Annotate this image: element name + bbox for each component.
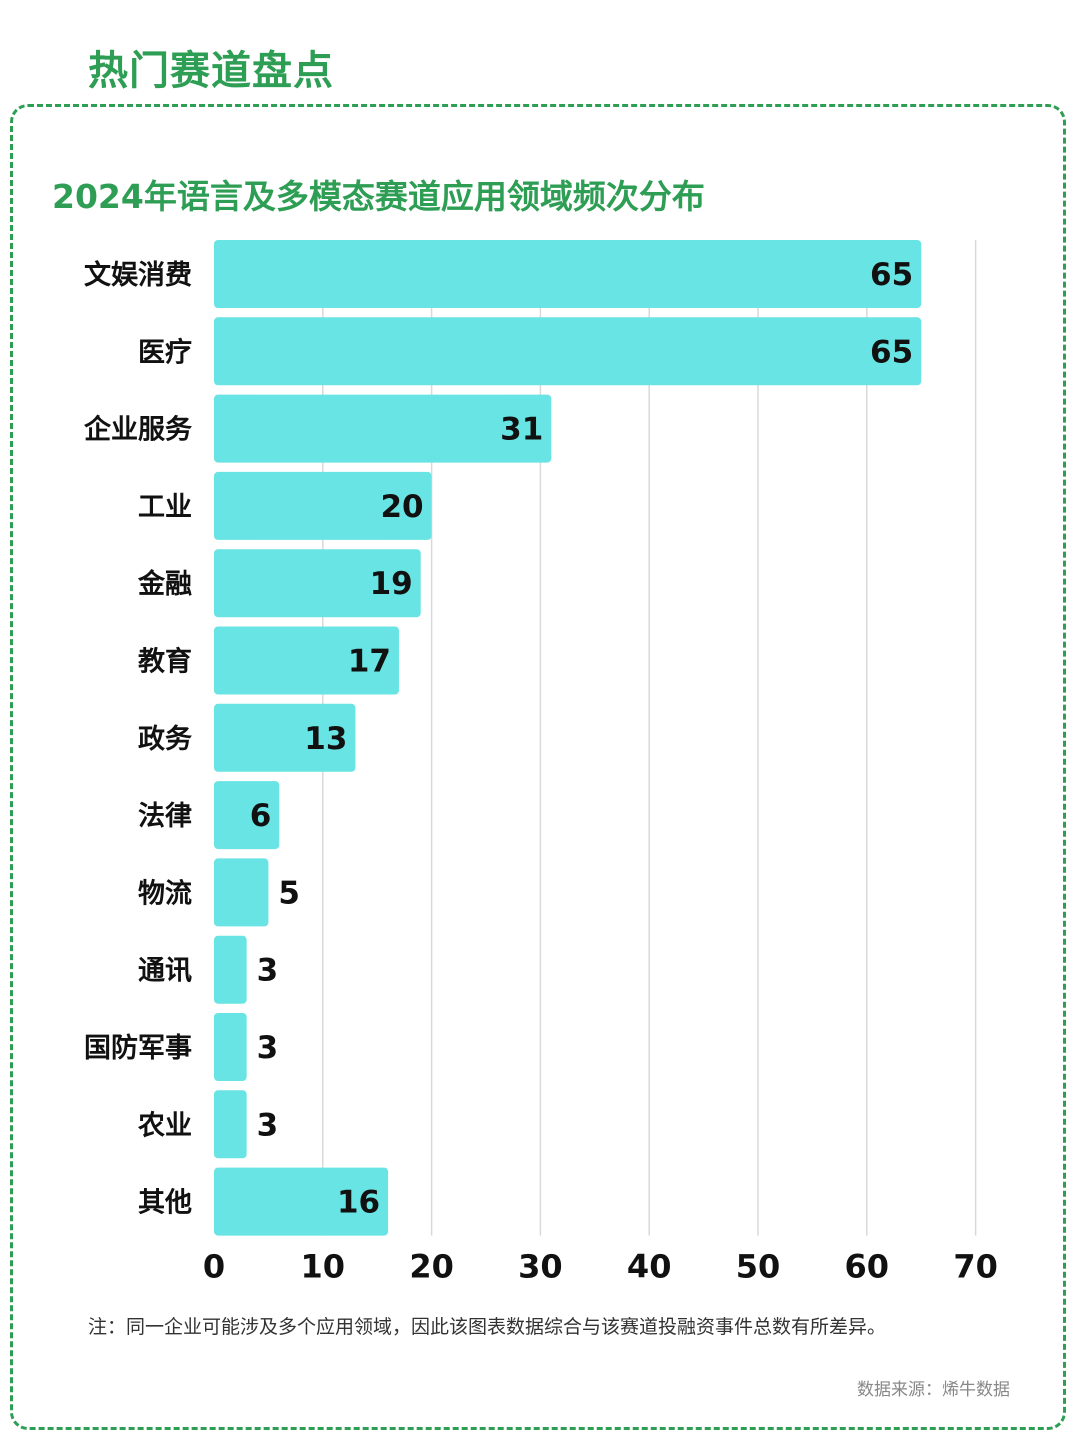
value-label-10: 3 — [257, 1030, 279, 1066]
chart-note: 注：同一企业可能涉及多个应用领域，因此该图表数据综合与该赛道投融资事件总数有所差… — [88, 1316, 887, 1338]
value-label-11: 3 — [257, 1107, 279, 1143]
value-label-5: 17 — [348, 644, 391, 680]
category-label-5: 教育 — [138, 646, 192, 678]
x-tick-label-2: 20 — [409, 1248, 454, 1286]
data-source: 数据来源：烯牛数据 — [857, 1380, 1010, 1400]
category-label-8: 物流 — [138, 878, 192, 909]
category-label-7: 法律 — [138, 801, 192, 832]
value-label-7: 6 — [250, 798, 272, 834]
bar-7 — [214, 781, 280, 850]
category-label-6: 政务 — [138, 724, 192, 755]
bar-6 — [214, 703, 356, 772]
x-tick-label-3: 30 — [518, 1248, 563, 1286]
value-label-12: 16 — [337, 1185, 380, 1221]
category-label-3: 工业 — [138, 492, 192, 523]
chart-frame — [10, 104, 1066, 1430]
bar-5 — [214, 626, 399, 695]
bar-12 — [214, 1167, 389, 1236]
x-tick-label-0: 0 — [203, 1248, 225, 1286]
chart-title: 2024年语言及多模态赛道应用领域频次分布 — [52, 177, 705, 216]
value-label-3: 20 — [380, 489, 423, 525]
category-label-1: 医疗 — [138, 336, 192, 368]
bar-1 — [214, 317, 922, 386]
bar-9 — [214, 935, 247, 1004]
bar-11 — [214, 1090, 247, 1159]
category-label-4: 金融 — [137, 568, 192, 600]
category-label-11: 农业 — [137, 1110, 192, 1141]
value-label-4: 19 — [370, 566, 413, 602]
x-tick-label-5: 50 — [736, 1248, 781, 1286]
category-label-0: 文娱消费 — [84, 259, 192, 291]
x-tick-label-6: 60 — [845, 1248, 890, 1286]
value-label-0: 65 — [870, 257, 913, 293]
value-label-9: 3 — [257, 953, 279, 989]
category-label-9: 通讯 — [138, 956, 192, 987]
x-tick-label-1: 10 — [301, 1248, 346, 1286]
bar-2 — [214, 394, 552, 463]
value-label-2: 31 — [500, 412, 543, 448]
value-label-8: 5 — [278, 875, 300, 911]
value-label-6: 13 — [304, 721, 347, 757]
x-tick-label-4: 40 — [627, 1248, 672, 1286]
value-label-1: 65 — [870, 334, 913, 370]
bar-8 — [214, 858, 269, 927]
x-tick-label-7: 70 — [953, 1248, 998, 1286]
bar-10 — [214, 1013, 247, 1081]
bar-0 — [214, 240, 922, 308]
category-label-12: 其他 — [138, 1188, 192, 1219]
category-label-2: 企业服务 — [84, 414, 192, 446]
bar-4 — [214, 549, 421, 618]
bar-3 — [214, 471, 432, 540]
page-title: 热门赛道盘点 — [88, 48, 334, 94]
category-label-10: 国防军事 — [84, 1033, 192, 1064]
